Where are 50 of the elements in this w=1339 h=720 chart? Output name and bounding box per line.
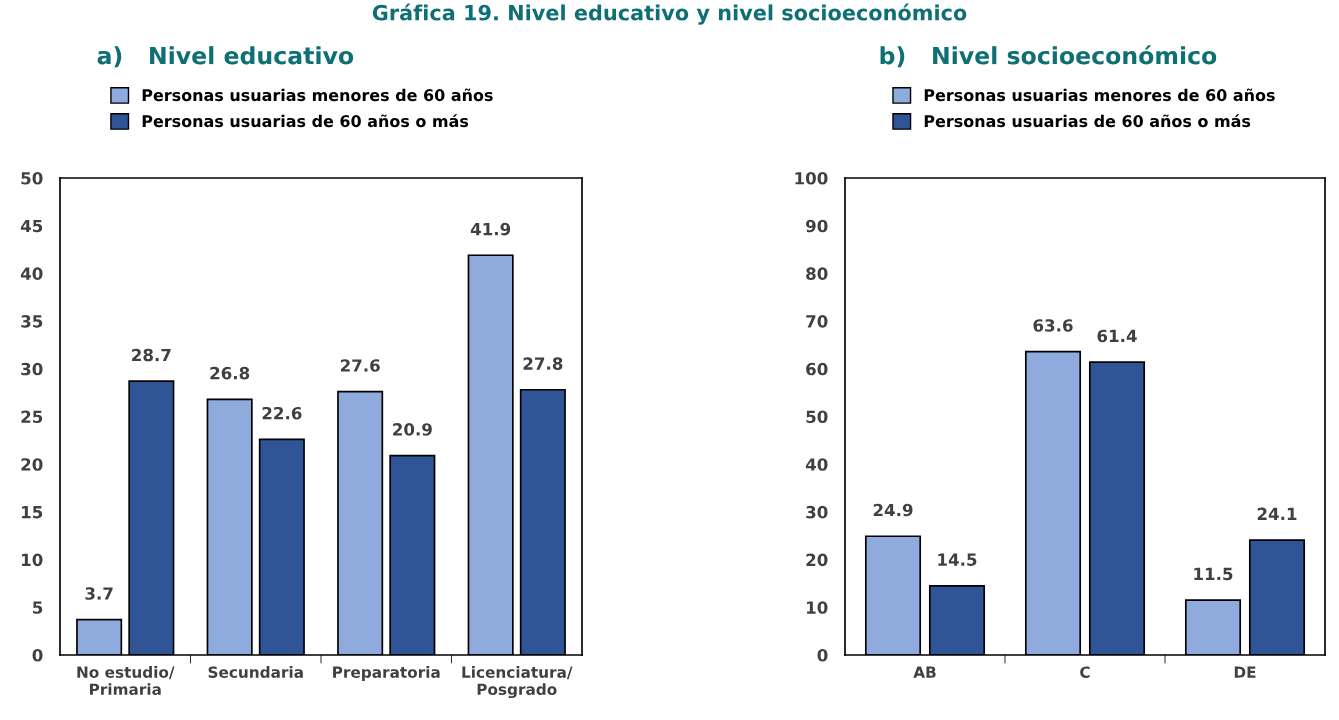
legend-label: Personas usuarias de 60 años o más xyxy=(924,114,1251,128)
y-tick-label: 20 xyxy=(21,458,43,471)
x-tick-label: Licenciatura/ Posgrado xyxy=(462,666,573,699)
data-label: 26.8 xyxy=(210,366,250,380)
y-tick-label: 45 xyxy=(20,219,43,233)
x-tick-label: C xyxy=(1080,666,1090,678)
legend-label: Personas usuarias de 60 años o más xyxy=(142,114,469,128)
x-tick-label: AB xyxy=(913,666,936,678)
y-tick-label: 100 xyxy=(795,171,828,185)
y-tick-label: 25 xyxy=(21,410,43,424)
y-tick-label: 50 xyxy=(806,410,828,424)
data-label: 24.9 xyxy=(873,503,913,517)
data-label: 63.6 xyxy=(1033,319,1073,332)
legend-label: Personas usuarias menores de 60 años xyxy=(924,88,1275,102)
data-label: 27.8 xyxy=(523,357,563,370)
y-tick-label: 60 xyxy=(806,362,828,376)
data-label: 27.6 xyxy=(340,359,380,372)
chart-title: a) Nivel educativo xyxy=(97,46,354,68)
y-tick-label: 30 xyxy=(806,505,828,519)
data-label: 41.9 xyxy=(470,222,511,236)
y-tick-label: 10 xyxy=(807,601,828,614)
y-tick-label: 30 xyxy=(21,362,43,376)
data-label: 11.5 xyxy=(1194,567,1233,581)
data-label: 20.9 xyxy=(393,423,432,436)
y-tick-label: 35 xyxy=(21,315,43,328)
y-tick-label: 0 xyxy=(32,648,43,662)
y-tick-label: 50 xyxy=(21,171,43,185)
y-tick-label: 10 xyxy=(22,553,43,567)
legend-label: Personas usuarias menores de 60 años xyxy=(142,88,493,102)
chart-title: b) Nivel socioeconómico xyxy=(880,45,1217,68)
data-label: 24.1 xyxy=(1257,507,1297,520)
data-label: 61.4 xyxy=(1097,329,1137,343)
x-tick-label: Preparatoria xyxy=(333,666,440,681)
data-label: 14.5 xyxy=(938,553,977,566)
y-tick-label: 5 xyxy=(33,601,43,614)
y-tick-label: 80 xyxy=(806,267,828,280)
y-tick-label: 40 xyxy=(20,267,43,280)
y-tick-label: 15 xyxy=(22,506,43,519)
y-tick-label: 40 xyxy=(805,458,828,471)
x-tick-label: DE xyxy=(1234,666,1256,678)
y-tick-label: 70 xyxy=(806,315,828,328)
data-label: 3.7 xyxy=(85,587,113,600)
x-tick-label: No estudio/ Primaria xyxy=(77,666,175,696)
text: Gráfica 19. Nivel educativo y nivel socioeconómico xyxy=(372,3,967,25)
y-tick-label: 90 xyxy=(806,219,828,233)
data-label: 28.7 xyxy=(132,348,171,362)
data-label: 22.6 xyxy=(262,406,302,420)
y-tick-label: 20 xyxy=(806,553,828,567)
y-tick-label: 0 xyxy=(817,648,828,662)
x-tick-label: Secundaria xyxy=(208,666,303,678)
